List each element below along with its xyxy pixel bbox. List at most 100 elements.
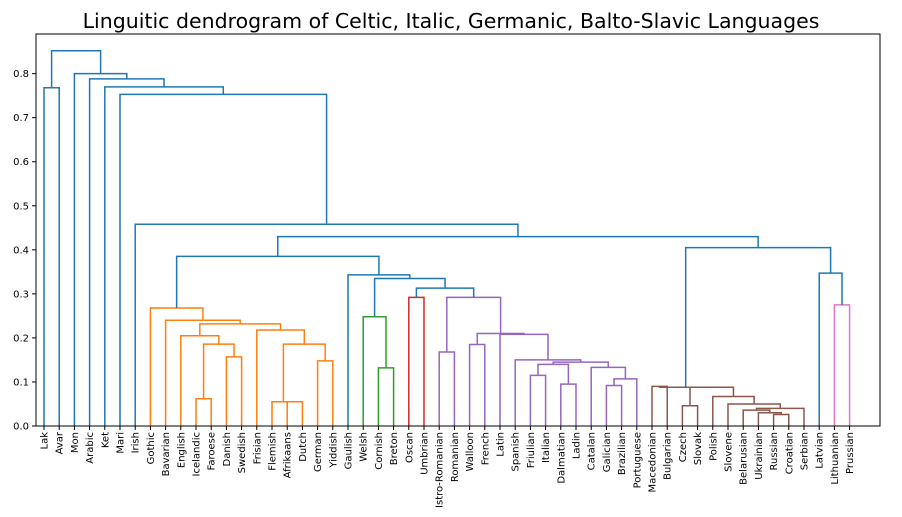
dendrogram-link bbox=[180, 334, 220, 426]
dendrogram-link bbox=[415, 287, 475, 298]
dendrogram-link bbox=[560, 383, 577, 426]
leaf-label: Lak bbox=[40, 432, 51, 450]
leaf-label: Gothic bbox=[146, 432, 157, 464]
dendrogram-link bbox=[438, 351, 456, 426]
dendrogram-link bbox=[175, 255, 380, 308]
dendrogram-link bbox=[658, 386, 712, 388]
leaf-label: Ket bbox=[100, 432, 111, 448]
dendrogram-link bbox=[818, 272, 843, 426]
dendrogram-link bbox=[468, 343, 486, 426]
dendrogram-link bbox=[613, 378, 638, 426]
leaf-label: Istro-Romanian bbox=[435, 432, 446, 508]
y-tick-label: 0.7 bbox=[13, 113, 29, 124]
dendrogram-link bbox=[651, 385, 668, 426]
dendrogram-link bbox=[277, 235, 759, 257]
leaf-label: Slovak bbox=[693, 432, 704, 465]
leaf-label: Ukrainian bbox=[754, 432, 765, 480]
leaf-label: English bbox=[176, 432, 187, 468]
dendrogram-link bbox=[225, 356, 243, 426]
dendrogram-link bbox=[605, 384, 623, 426]
dendrogram-link bbox=[50, 49, 102, 88]
dendrogram-link bbox=[446, 296, 502, 353]
dendrogram-link bbox=[684, 246, 832, 388]
dendrogram-link bbox=[119, 93, 328, 426]
dendrogram-link bbox=[755, 407, 805, 426]
leaf-label: Mari bbox=[116, 432, 127, 454]
y-tick-label: 0.6 bbox=[13, 157, 29, 168]
leaf-label: Afrikaans bbox=[283, 432, 294, 478]
leaf-label: Ladin bbox=[572, 432, 583, 459]
leaf-label: Croatian bbox=[784, 432, 795, 474]
leaf-label: Flemish bbox=[268, 432, 279, 471]
y-tick-label: 0.2 bbox=[13, 333, 29, 344]
leaf-label: Macedonian bbox=[648, 432, 659, 492]
dendrogram-link bbox=[202, 343, 235, 399]
dendrogram-link bbox=[772, 413, 790, 426]
dendrogram-link bbox=[408, 296, 425, 426]
x-axis: Lak Avar Mon Arabic Ket Mari Irish Gothic Bavari… bbox=[40, 426, 856, 508]
leaf-label: Walloon bbox=[465, 432, 476, 472]
leaf-label: Welsh bbox=[359, 432, 370, 462]
dendrogram-link bbox=[282, 343, 326, 402]
leaf-label: Oscan bbox=[404, 432, 415, 463]
leaf-label: Prussian bbox=[845, 432, 856, 474]
leaf-label: German bbox=[313, 432, 324, 472]
leaf-label: Czech bbox=[678, 432, 689, 462]
leaf-label: Italian bbox=[541, 432, 552, 463]
leaf-label: Dalmatian bbox=[556, 432, 567, 484]
leaf-label: Russian bbox=[769, 432, 780, 471]
dendrogram-link bbox=[833, 304, 851, 426]
y-tick-label: 0.5 bbox=[13, 201, 29, 212]
dendrogram-link bbox=[689, 386, 735, 406]
dendrogram-link bbox=[499, 333, 549, 426]
leaf-label: Irish bbox=[131, 432, 142, 453]
leaf-label: Dutch bbox=[298, 432, 309, 462]
dendrogram-link bbox=[727, 403, 781, 426]
leaf-label: Latin bbox=[496, 432, 507, 457]
dendrogram-link bbox=[476, 332, 525, 345]
leaf-label: Friulian bbox=[526, 432, 537, 468]
y-tick-label: 0.1 bbox=[13, 377, 29, 388]
leaf-label: Romanian bbox=[450, 432, 461, 482]
dendrogram-link bbox=[712, 395, 755, 426]
y-tick-label: 0.0 bbox=[13, 422, 29, 433]
leaf-label: Latvian bbox=[815, 432, 826, 469]
dendrogram-link bbox=[316, 360, 334, 426]
y-axis: 0.0 0.1 0.2 0.3 0.4 0.5 0.6 0.7 0.8 bbox=[13, 69, 36, 433]
dendrogram-link bbox=[134, 223, 519, 426]
dendrogram-link bbox=[199, 323, 282, 336]
dendrogram-link bbox=[73, 72, 128, 426]
chart-title: Linguitic dendrogram of Celtic, Italic, … bbox=[82, 9, 820, 33]
dendrogram-link bbox=[742, 409, 771, 426]
leaf-label: Bulgarian bbox=[663, 432, 674, 480]
leaf-label: Brazilian bbox=[617, 432, 628, 475]
dendrogram-link bbox=[286, 401, 304, 426]
leaf-label: French bbox=[480, 432, 491, 465]
leaf-label: Gaulish bbox=[344, 432, 355, 469]
leaf-label: Frisian bbox=[252, 432, 263, 464]
leaf-label: Portuguese bbox=[632, 432, 643, 488]
leaf-label: Spanish bbox=[511, 432, 522, 472]
dendrogram-link bbox=[271, 401, 295, 426]
y-tick-label: 0.4 bbox=[13, 245, 29, 256]
leaf-label: Polish bbox=[708, 432, 719, 461]
dendrogram-link bbox=[43, 86, 60, 426]
dendrogram-link bbox=[88, 78, 165, 426]
dendrogram-links bbox=[43, 49, 851, 426]
plot-frame bbox=[35, 33, 881, 427]
dendrogram-link bbox=[514, 359, 582, 426]
dendrogram-link bbox=[529, 374, 547, 426]
leaf-label: Danish bbox=[222, 432, 233, 467]
leaf-label: Catalan bbox=[587, 432, 598, 470]
leaf-label: Bavarian bbox=[161, 432, 172, 476]
dendrogram-link bbox=[590, 366, 627, 426]
dendrogram-link bbox=[552, 361, 610, 368]
leaf-label: Arabic bbox=[85, 432, 96, 464]
leaf-label: Serbian bbox=[800, 432, 811, 470]
leaf-label: Lithuanian bbox=[830, 432, 841, 485]
dendrogram-link bbox=[347, 274, 411, 426]
dendrogram-link bbox=[377, 367, 395, 426]
dendrogram-link bbox=[681, 404, 699, 426]
leaf-label: Belarusian bbox=[739, 432, 750, 485]
